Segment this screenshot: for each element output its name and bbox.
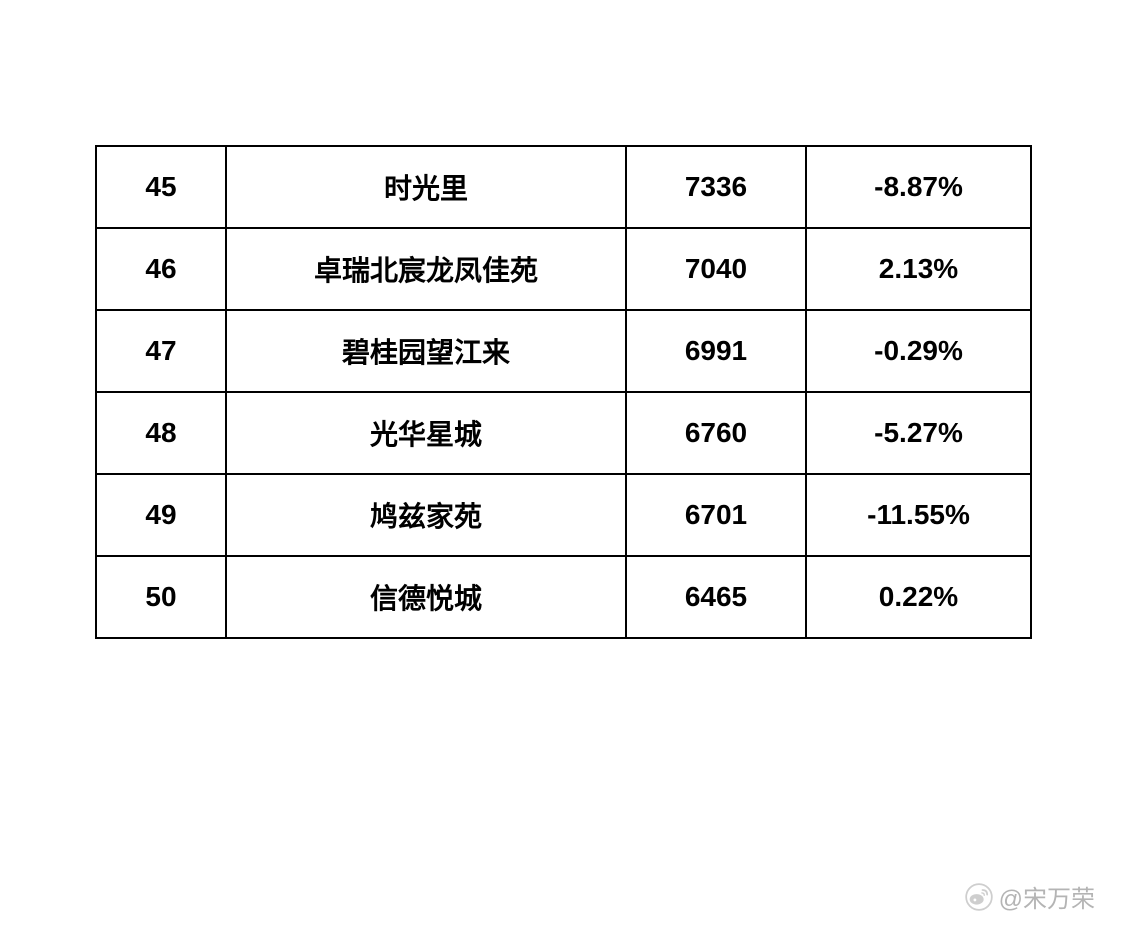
cell-rank: 46	[96, 228, 226, 310]
data-table: 45 时光里 7336 -8.87% 46 卓瑞北宸龙凤佳苑 7040 2.13…	[95, 145, 1032, 639]
watermark: @宋万荣	[965, 879, 1095, 914]
table-row: 50 信德悦城 6465 0.22%	[96, 556, 1031, 638]
data-table-container: 45 时光里 7336 -8.87% 46 卓瑞北宸龙凤佳苑 7040 2.13…	[95, 145, 1030, 639]
cell-pct: -0.29%	[806, 310, 1031, 392]
table-body: 45 时光里 7336 -8.87% 46 卓瑞北宸龙凤佳苑 7040 2.13…	[96, 146, 1031, 638]
cell-value: 6465	[626, 556, 806, 638]
cell-pct: -5.27%	[806, 392, 1031, 474]
cell-rank: 49	[96, 474, 226, 556]
cell-value: 7336	[626, 146, 806, 228]
cell-name: 卓瑞北宸龙凤佳苑	[226, 228, 626, 310]
cell-value: 6701	[626, 474, 806, 556]
cell-name: 信德悦城	[226, 556, 626, 638]
cell-name: 碧桂园望江来	[226, 310, 626, 392]
table-row: 48 光华星城 6760 -5.27%	[96, 392, 1031, 474]
cell-pct: 0.22%	[806, 556, 1031, 638]
cell-rank: 48	[96, 392, 226, 474]
cell-pct: 2.13%	[806, 228, 1031, 310]
cell-name: 鸠兹家苑	[226, 474, 626, 556]
table-row: 46 卓瑞北宸龙凤佳苑 7040 2.13%	[96, 228, 1031, 310]
cell-rank: 45	[96, 146, 226, 228]
table-row: 45 时光里 7336 -8.87%	[96, 146, 1031, 228]
table-row: 49 鸠兹家苑 6701 -11.55%	[96, 474, 1031, 556]
table-row: 47 碧桂园望江来 6991 -0.29%	[96, 310, 1031, 392]
cell-rank: 50	[96, 556, 226, 638]
cell-value: 6991	[626, 310, 806, 392]
cell-pct: -11.55%	[806, 474, 1031, 556]
cell-value: 6760	[626, 392, 806, 474]
watermark-text: @宋万荣	[999, 879, 1095, 914]
cell-value: 7040	[626, 228, 806, 310]
cell-rank: 47	[96, 310, 226, 392]
weibo-icon	[965, 883, 993, 911]
cell-name: 光华星城	[226, 392, 626, 474]
cell-name: 时光里	[226, 146, 626, 228]
cell-pct: -8.87%	[806, 146, 1031, 228]
